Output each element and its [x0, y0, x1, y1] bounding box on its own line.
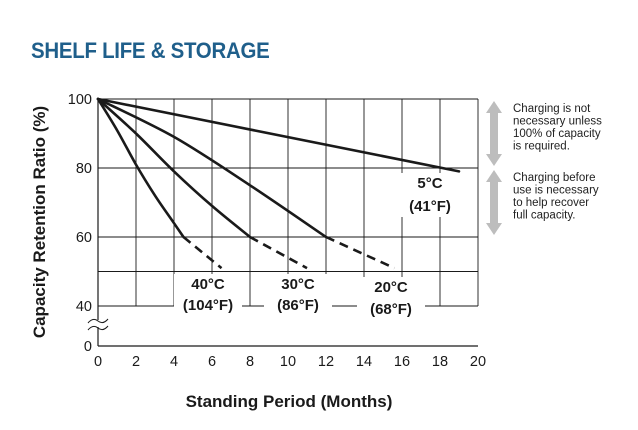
grid: [98, 98, 479, 307]
annotation-text: Charging before: [513, 172, 595, 184]
annotation-text: is required.: [513, 141, 570, 153]
series-label: 30°C: [281, 276, 315, 293]
x-tick-label: 20: [470, 354, 486, 370]
series-line: [96, 97, 185, 239]
series-line: [96, 97, 252, 239]
series-line-dashed: [182, 235, 223, 270]
series-label-fahrenheit: (104°F): [183, 297, 233, 314]
annotation-text: 100% of capacity: [513, 128, 601, 140]
axes: [87, 98, 478, 347]
series-label-backdrop: [396, 173, 464, 217]
x-tick-label: 12: [318, 354, 334, 370]
x-axis-title: Standing Period (Months): [186, 392, 393, 411]
double-arrow-icon: [486, 170, 502, 235]
series-label-fahrenheit: (68°F): [370, 301, 412, 318]
page-title: SHELF LIFE & STORAGE: [31, 38, 270, 63]
annotation-text: to help recover: [513, 197, 589, 209]
series-line: [96, 97, 328, 239]
annotation-text: necessary unless: [513, 116, 602, 128]
series-label-fahrenheit: (41°F): [409, 198, 451, 215]
x-tick-label: 0: [94, 354, 102, 370]
x-tick-label: 6: [208, 354, 216, 370]
y-tick-label: 80: [76, 161, 92, 177]
annotation-text: use is necessary: [513, 185, 599, 197]
series-line-dashed: [249, 235, 308, 270]
annotation-text: full capacity.: [513, 210, 575, 222]
series-label-fahrenheit: (86°F): [277, 297, 319, 314]
x-tick-label: 16: [394, 354, 410, 370]
series-line: [96, 97, 461, 173]
series-label-backdrop: [357, 277, 425, 321]
x-tick-label: 14: [356, 354, 372, 370]
x-tick-label: 10: [280, 354, 296, 370]
series-label: 40°C: [191, 276, 225, 293]
axis-break-mark: [87, 325, 109, 331]
axis-break-mark: [87, 318, 109, 324]
y-tick-label: 100: [68, 92, 92, 108]
x-tick-label: 18: [432, 354, 448, 370]
annotation-arrow: [486, 101, 502, 166]
annotation-text: Charging is not: [513, 103, 591, 115]
y-tick-label: 0: [84, 339, 92, 355]
series-label: 20°C: [374, 279, 408, 296]
x-tick-label: 4: [170, 354, 178, 370]
series-label: 5°C: [417, 175, 442, 192]
series-labels: 5°C (41°F) 20°C (68°F) 30°C (86°F) 40°C (104°F): [174, 173, 464, 321]
series-line-dashed: [325, 235, 395, 270]
y-tick-label: 60: [76, 230, 92, 246]
x-tick-label: 8: [246, 354, 254, 370]
series-label-backdrop: [174, 274, 242, 318]
y-axis-title: Capacity Retention Ratio (%): [30, 106, 49, 338]
y-tick-label: 40: [76, 299, 92, 315]
series-label-backdrop: [264, 274, 332, 318]
tick-labels: 0 2 4 6 8 10 12 14 16 18 20 0 40 60 80 100: [68, 92, 486, 370]
series: [96, 97, 461, 270]
x-tick-label: 2: [132, 354, 140, 370]
double-arrow-icon: [486, 101, 502, 166]
annotation-arrow: [486, 170, 502, 235]
